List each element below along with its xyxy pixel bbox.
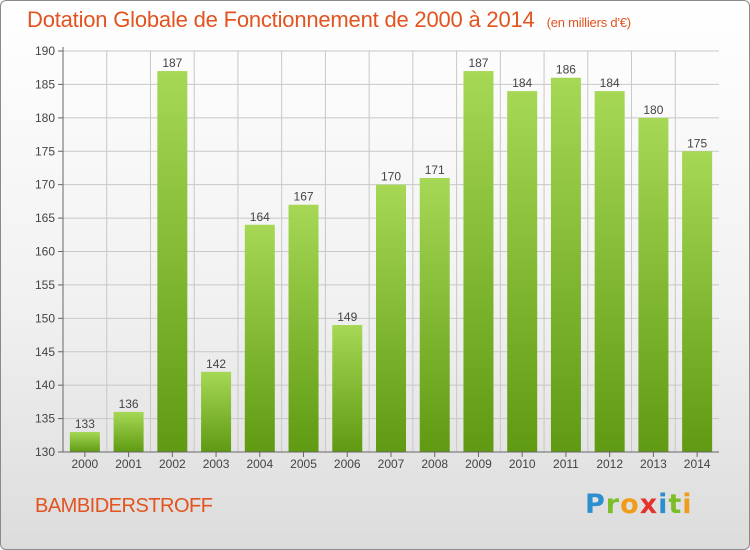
value-label-2008: 171 xyxy=(425,163,445,177)
x-tick-label-2004: 2004 xyxy=(246,457,273,471)
bar-layer xyxy=(69,71,713,453)
city-name: BAMBIDERSTROFF xyxy=(35,495,213,517)
bar-2013 xyxy=(638,117,669,452)
bar-2007 xyxy=(376,184,406,452)
x-tick-label-2005: 2005 xyxy=(290,457,317,471)
value-label-2014: 175 xyxy=(687,136,707,150)
bar-2002 xyxy=(157,71,188,453)
value-label-2003: 142 xyxy=(206,357,226,371)
bar-2004 xyxy=(244,224,275,452)
x-tick-label-2009: 2009 xyxy=(465,457,492,471)
bar-2008 xyxy=(419,177,450,452)
value-label-2010: 184 xyxy=(512,76,532,90)
y-tick-label: 180 xyxy=(35,111,55,125)
x-tick-label-2013: 2013 xyxy=(640,457,667,471)
bar-2010 xyxy=(507,91,538,452)
y-tick-label: 155 xyxy=(35,278,55,292)
bar-2009 xyxy=(463,71,494,453)
bar-2011 xyxy=(550,77,581,452)
value-label-2012: 184 xyxy=(600,76,620,90)
x-tick-label-2008: 2008 xyxy=(421,457,448,471)
value-label-2011: 186 xyxy=(556,63,576,77)
value-label-2005: 167 xyxy=(294,190,314,204)
value-label-2002: 187 xyxy=(162,56,182,70)
bar-2006 xyxy=(332,325,363,452)
bar-2003 xyxy=(201,371,232,452)
x-tick-label-2012: 2012 xyxy=(596,457,623,471)
y-tick-label: 175 xyxy=(35,144,55,158)
x-tick-label-2006: 2006 xyxy=(334,457,361,471)
bar-2000 xyxy=(69,431,100,452)
y-tick-label: 190 xyxy=(35,44,55,58)
chart-title-text: Dotation Globale de Fonctionnement de 20… xyxy=(27,7,535,32)
x-tick-label-2000: 2000 xyxy=(72,457,99,471)
x-tick-label-2001: 2001 xyxy=(115,457,142,471)
bar-2005 xyxy=(288,204,319,452)
x-tick-label-2002: 2002 xyxy=(159,457,186,471)
x-tick-label-2003: 2003 xyxy=(203,457,230,471)
value-label-2009: 187 xyxy=(468,56,488,70)
x-tick-label-2007: 2007 xyxy=(378,457,405,471)
x-tick-label-2014: 2014 xyxy=(684,457,711,471)
x-tick-label-2011: 2011 xyxy=(553,457,579,471)
y-tick-label: 160 xyxy=(35,245,55,259)
value-label-2007: 170 xyxy=(381,170,401,184)
bar-2014 xyxy=(682,151,713,452)
value-label-2001: 136 xyxy=(119,397,139,411)
value-label-2000: 133 xyxy=(75,417,95,431)
value-label-2013: 180 xyxy=(643,103,663,117)
chart-unit: (en milliers d'€) xyxy=(546,15,632,30)
x-tick-label-2010: 2010 xyxy=(509,457,536,471)
y-tick-label: 130 xyxy=(35,445,55,459)
label-layer: 133 136 187 142 164 167 149 170 171 187 184 186 184 1… xyxy=(75,56,708,431)
proxiti-logo: Proxiti xyxy=(585,489,693,520)
y-tick-label: 150 xyxy=(35,311,55,325)
y-tick-label: 140 xyxy=(35,378,55,392)
bar-2012 xyxy=(594,91,625,452)
y-tick-label: 170 xyxy=(35,178,55,192)
value-label-2006: 149 xyxy=(337,310,357,324)
y-tick-label: 145 xyxy=(35,345,55,359)
y-tick-label: 165 xyxy=(35,211,55,225)
value-label-2004: 164 xyxy=(250,210,270,224)
chart-title: Dotation Globale de Fonctionnement de 20… xyxy=(27,7,631,33)
y-tick-label: 185 xyxy=(35,77,55,91)
axis-layer: 130 135 140 145 150 155 160 165 170 175 180 185 190 2… xyxy=(35,44,719,471)
bar-2001 xyxy=(113,411,144,452)
y-tick-label: 135 xyxy=(35,412,55,426)
